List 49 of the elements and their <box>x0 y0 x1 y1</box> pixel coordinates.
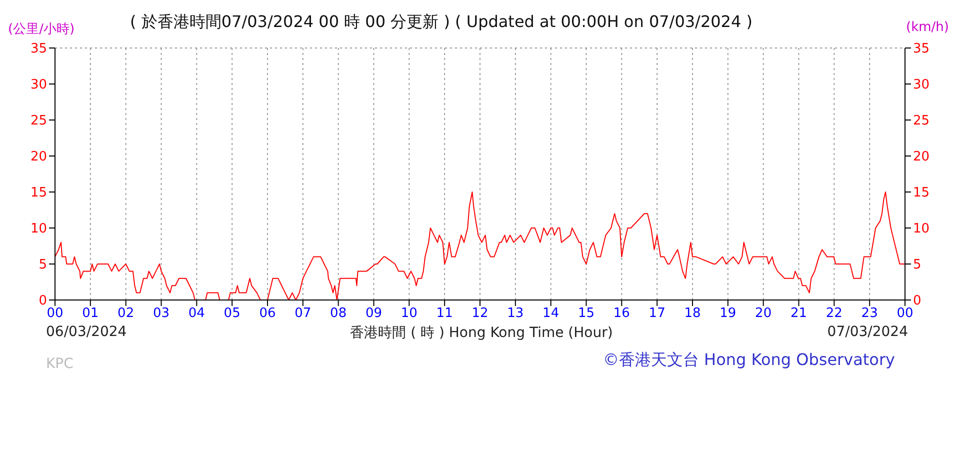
y2-tick-label: 10 <box>913 222 930 237</box>
x-tick-label: 03 <box>152 306 170 322</box>
y-tick-label: 35 <box>30 42 47 57</box>
text: 07/03/2024 <box>827 324 908 340</box>
x-tick-label: 15 <box>578 306 595 322</box>
x-tick-label: 02 <box>118 306 134 322</box>
x-axis-title: 香港時間 ( 時 ) Hong Kong Time (Hour) <box>350 325 613 341</box>
text: 06/03/2024 <box>46 324 127 340</box>
x-tick-label: 00 <box>896 306 914 322</box>
x-tick-label: 20 <box>755 306 772 322</box>
x-tick-label: 05 <box>224 306 240 322</box>
y2-tick-label: 0 <box>913 294 922 309</box>
y-tick-label: 20 <box>30 150 47 165</box>
x-tick-label: 00 <box>46 306 64 322</box>
x-tick-label: 14 <box>542 306 560 322</box>
x-tick-label: 23 <box>861 306 878 322</box>
x-tick-label: 19 <box>720 306 736 322</box>
y2-tick-label: 25 <box>913 114 930 129</box>
y-tick-label: 10 <box>30 222 47 237</box>
y2-tick-label: 30 <box>913 78 930 93</box>
x-tick-label: 08 <box>330 306 347 322</box>
x-tick-label: 18 <box>684 306 701 322</box>
x-tick-label: 11 <box>436 306 453 322</box>
x-tick-label: 09 <box>365 306 382 322</box>
chart-title: ( 於香港時間07/03/2024 00 時 00 分更新 ) ( Updated at 00:00H on 07/03/2024 ) <box>130 12 752 33</box>
x-tick-label: 04 <box>188 306 205 322</box>
y2-axis-title: (km/h) <box>906 20 949 35</box>
text: ©香港天文台 Hong Kong Observatory <box>602 350 895 371</box>
x-tick-label: 22 <box>826 306 842 322</box>
y2-tick-label: 15 <box>913 186 930 201</box>
x-tick-label: 07 <box>294 306 312 322</box>
y2-tick-label: 5 <box>913 258 922 273</box>
y-tick-label: 25 <box>30 114 47 129</box>
x-tick-label: 06 <box>259 306 276 322</box>
text: KPC <box>46 356 74 372</box>
x-tick-label: 17 <box>648 306 666 322</box>
y-tick-label: 15 <box>30 186 47 201</box>
x-tick-label: 01 <box>82 306 99 322</box>
x-tick-label: 13 <box>507 306 524 322</box>
y-tick-label: 0 <box>38 294 47 309</box>
x-tick-label: 16 <box>613 306 630 322</box>
x-tick-label: 10 <box>400 306 418 322</box>
y-axis-title: (公里/小時) <box>8 21 75 38</box>
y-tick-label: 5 <box>38 258 47 273</box>
y2-tick-label: 35 <box>913 42 930 57</box>
y-tick-label: 30 <box>30 78 47 93</box>
x-tick-label: 12 <box>472 306 488 322</box>
x-tick-label: 21 <box>790 306 808 322</box>
y2-tick-label: 20 <box>913 150 930 165</box>
